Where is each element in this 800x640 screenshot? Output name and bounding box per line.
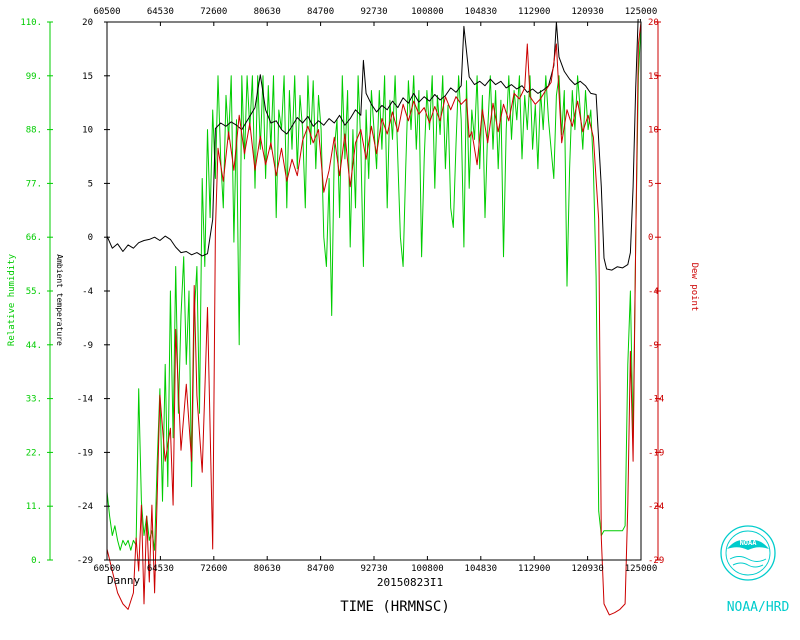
rh-axis-tick-label: 88.	[26, 126, 42, 136]
x-tick-label-bottom: 125000	[625, 564, 658, 574]
x-tick-label-top: 80630	[254, 7, 281, 17]
flight-id: 20150823I1	[377, 576, 443, 589]
ticks-layer: 60500 60500 64530 64530 72600 72600 80630 80630…	[20, 7, 664, 574]
noaa-logo-inner	[725, 530, 771, 576]
rh-axis-tick-label: 11.	[26, 502, 42, 512]
temp-axis-tick-label: -14	[77, 395, 93, 405]
temp-axis-tick-label: 0	[88, 233, 93, 243]
plot-frame	[106, 21, 642, 561]
noaa-logo-bird-icon	[727, 540, 769, 550]
dew-axis-tick-label: 5	[648, 179, 653, 189]
dew-axis-tick-label: 20	[648, 18, 659, 28]
org-label: NOAA/HRD	[727, 600, 790, 615]
x-tick-label-bottom: 64530	[147, 564, 174, 574]
x-tick-label-top: 84700	[307, 7, 334, 17]
x-tick-label-bottom: 80630	[254, 564, 281, 574]
x-tick-label-bottom: 120930	[571, 564, 604, 574]
x-tick-label-top: 125000	[625, 7, 658, 17]
x-axis-title: TIME (HRMNSC)	[340, 599, 450, 615]
x-tick-label-top: 72600	[200, 7, 227, 17]
noaa-logo-text: NOAA	[740, 539, 758, 547]
rh-axis-tick-label: 22.	[26, 448, 42, 458]
dew-axis-tick-label: 10	[648, 126, 659, 136]
x-tick-label-top: 60500	[93, 7, 120, 17]
dew-axis-tick-label: -29	[648, 556, 664, 566]
rh-axis-tick-label: 44.	[26, 341, 42, 351]
temp-axis-tick-label: -29	[77, 556, 93, 566]
x-tick-label-bottom: 104830	[465, 564, 498, 574]
ambient-temperature-line	[107, 19, 641, 271]
x-tick-label-bottom: 60500	[93, 564, 120, 574]
dew-axis-tick-label: -14	[648, 395, 664, 405]
temp-axis-tick-label: 5	[88, 179, 93, 189]
temp-axis-tick-label: 20	[82, 18, 93, 28]
dew-axis-tick-label: -4	[648, 287, 659, 297]
series-layer	[107, 19, 641, 616]
x-tick-label-bottom: 72600	[200, 564, 227, 574]
x-tick-label-top: 92730	[360, 7, 387, 17]
noaa-logo: NOAA	[720, 525, 776, 581]
temp-axis-tick-label: -4	[82, 287, 93, 297]
rh-axis-tick-label: 0.	[31, 556, 42, 566]
dew-axis-tick-label: -19	[648, 448, 664, 458]
temp-axis-label: Ambient temperature	[55, 254, 64, 346]
dew-axis-tick-label: -24	[648, 502, 664, 512]
temp-axis-tick-label: 10	[82, 126, 93, 136]
dew-axis-tick-label: -9	[648, 341, 659, 351]
x-tick-label-top: 112900	[518, 7, 551, 17]
x-tick-label-bottom: 84700	[307, 564, 334, 574]
x-tick-label-bottom: 92730	[360, 564, 387, 574]
noaa-logo-waves-icon	[729, 556, 767, 568]
temp-axis-tick-label: -19	[77, 448, 93, 458]
rh-axis-tick-label: 33.	[26, 395, 42, 405]
dew-axis-tick-label: 0	[648, 233, 653, 243]
dew-axis-tick-label: 15	[648, 72, 659, 82]
rh-axis-tick-label: 55.	[26, 287, 42, 297]
temp-axis-tick-label: 15	[82, 72, 93, 82]
x-tick-label-top: 104830	[465, 7, 498, 17]
storm-name: Danny	[107, 574, 140, 587]
dew-axis-label: Dew point	[689, 263, 699, 312]
rh-axis-tick-label: 99.	[26, 72, 42, 82]
rh-axis-tick-label: 110.	[20, 18, 42, 28]
rh-axis-label: Relative humidity	[7, 253, 17, 346]
temp-axis-tick-label: -9	[82, 341, 93, 351]
noaa-logo-ring	[720, 525, 776, 581]
rh-axis-tick-label: 77.	[26, 179, 42, 189]
x-tick-label-bottom: 100800	[411, 564, 444, 574]
x-tick-label-top: 100800	[411, 7, 444, 17]
rh-axis-tick-label: 66.	[26, 233, 42, 243]
x-tick-label-top: 64530	[147, 7, 174, 17]
temp-axis-tick-label: -24	[77, 502, 93, 512]
dew-point-line	[107, 21, 641, 616]
x-tick-label-top: 120930	[571, 7, 604, 17]
relative-humidity-line	[107, 21, 641, 551]
x-tick-label-bottom: 112900	[518, 564, 551, 574]
